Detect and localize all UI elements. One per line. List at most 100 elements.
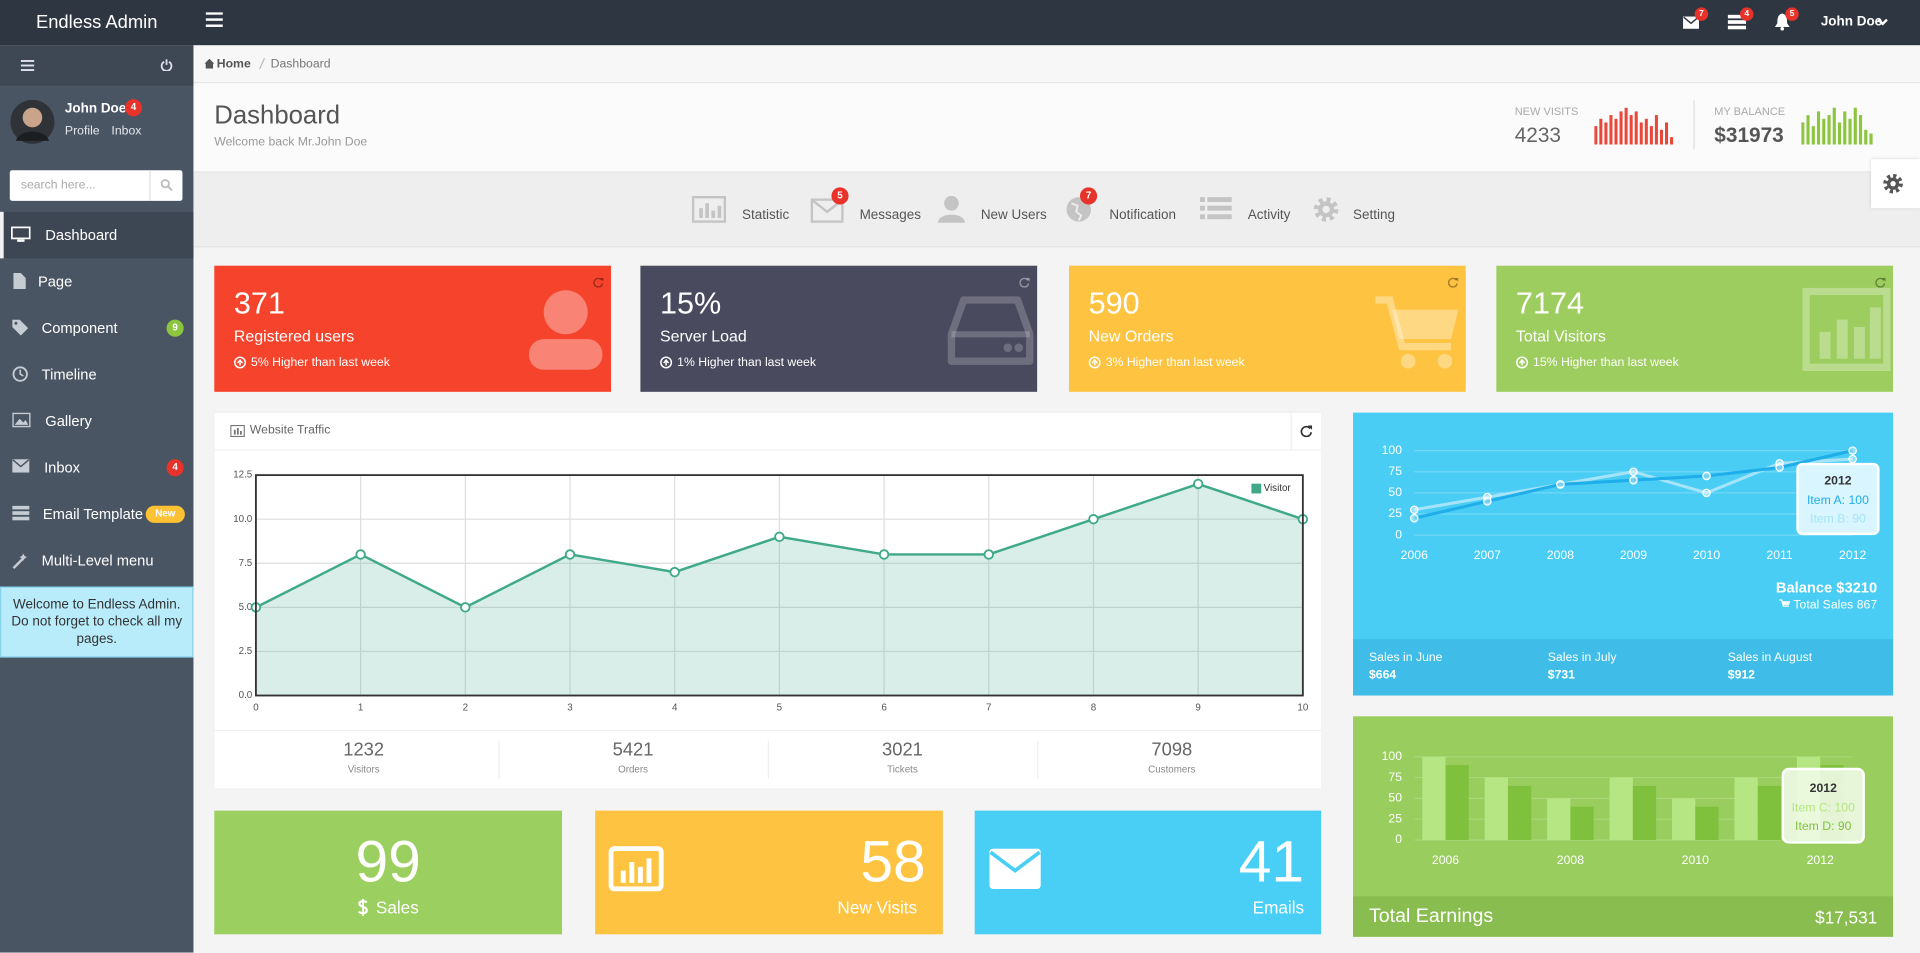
sparkline	[1801, 107, 1873, 145]
bar	[1570, 806, 1594, 840]
inbox-link[interactable]: Inbox	[111, 124, 142, 139]
sparkline-bar	[1816, 111, 1821, 145]
point	[878, 549, 890, 560]
tile-value: 7174	[1515, 286, 1585, 321]
stat-tile: 371 Registered users 5% Higher than last…	[214, 265, 612, 392]
refresh-icon[interactable]	[1875, 277, 1886, 288]
menu-item[interactable]: Dashboard	[0, 211, 194, 259]
breadcrumb-link[interactable]: Home	[216, 57, 251, 72]
panel-divider	[1290, 412, 1292, 450]
point	[1702, 471, 1711, 481]
shortcut-label: Messages	[859, 208, 921, 223]
summary-item: 5421 Orders	[498, 740, 767, 776]
menu-icon	[12, 459, 30, 473]
menu-icon	[12, 412, 31, 428]
search-divider	[149, 170, 151, 201]
sparkline-bar	[1858, 115, 1863, 145]
menu-label: Component	[41, 319, 118, 337]
point	[564, 549, 576, 560]
dollar-icon	[357, 898, 368, 916]
up-icon	[1088, 356, 1101, 369]
caret	[1877, 18, 1888, 26]
refresh-icon[interactable]	[1300, 425, 1313, 438]
search-box[interactable]: search here...	[9, 170, 183, 201]
notification-badge: 5	[1785, 7, 1799, 21]
sparkline-bar	[1644, 118, 1648, 145]
menu-label: Inbox	[44, 459, 81, 477]
user-name: John Doe	[64, 101, 127, 117]
line	[1413, 449, 1853, 520]
mini-label: Sales	[375, 897, 419, 918]
power-icon[interactable]	[160, 59, 173, 72]
topbar: Endless Admin 7 4 5 John Doe	[0, 0, 1920, 46]
tile-value: 15%	[660, 286, 722, 321]
sidebar-toolbar	[0, 45, 194, 86]
summary-label: Visitors	[347, 764, 380, 776]
menu-label: Multi-Level menu	[41, 552, 154, 570]
sparkline-bar	[1649, 126, 1653, 145]
point	[1088, 513, 1099, 525]
menu-icon	[12, 553, 27, 570]
bar	[1547, 798, 1571, 840]
shortcut-label: Statistic	[742, 208, 790, 223]
refresh-icon[interactable]	[1447, 277, 1459, 288]
point	[774, 531, 785, 543]
point	[1702, 488, 1711, 498]
collapse-icon[interactable]	[20, 60, 35, 72]
notification-badge: 4	[1740, 7, 1754, 21]
point	[1410, 513, 1419, 523]
menu-item[interactable]: Email Template New	[0, 491, 193, 538]
tasks-icon[interactable]	[1727, 14, 1747, 30]
y-tick-label: 5.0	[239, 602, 253, 613]
cart-icon	[1778, 599, 1790, 607]
menu-item[interactable]: Timeline	[0, 351, 193, 398]
user-menu[interactable]: John Doe	[1820, 14, 1883, 30]
menu-label: Dashboard	[45, 226, 118, 244]
summary-label: Tickets	[887, 764, 918, 776]
profile-link[interactable]: Profile	[64, 124, 100, 139]
bar	[1484, 777, 1508, 840]
balance-chart: 0 25 50 75 100 2006 2007 2008 2009 2010 2011 2012 20…	[1382, 443, 1880, 562]
refresh-icon[interactable]	[1019, 277, 1030, 288]
shortcut-icon	[1200, 197, 1232, 220]
menu-icon	[11, 226, 31, 242]
refresh-icon[interactable]	[593, 277, 604, 288]
summary-value: 7098	[1151, 739, 1193, 761]
traffic-panel: Website Traffic 0.0 2.5 5.0 7.5 10.0 12.5 0 1 2 3…	[214, 412, 1322, 789]
search-icon[interactable]	[160, 179, 173, 192]
x-tick-label: 2008	[1557, 853, 1584, 867]
menu-badge: 4	[166, 459, 184, 477]
menu-item[interactable]: Gallery	[0, 398, 193, 445]
menu-item[interactable]: Inbox 4	[0, 444, 193, 491]
settings-tab[interactable]	[1871, 159, 1920, 209]
menu-item[interactable]: Multi-Level menu	[0, 538, 193, 585]
brand[interactable]: Endless Admin	[35, 12, 158, 34]
user-badge: 4	[124, 99, 143, 117]
menu-icon	[13, 273, 26, 289]
menu-item[interactable]: Page	[0, 258, 193, 305]
menu-item[interactable]: Component 9	[0, 305, 193, 352]
bar	[1422, 756, 1446, 840]
tile-label: Registered users	[233, 326, 355, 346]
tile-icon	[528, 290, 603, 370]
point	[1410, 505, 1419, 515]
x-tick-label: 2010	[1682, 853, 1709, 867]
avatar[interactable]	[10, 99, 55, 144]
x-tick-label: 4	[672, 702, 678, 713]
point	[1483, 497, 1492, 506]
menu-toggle[interactable]	[205, 12, 223, 28]
summary-item: 3021 Tickets	[768, 740, 1037, 776]
shortcut-label: Activity	[1247, 208, 1291, 223]
tooltip-line: Item C: 100	[1792, 800, 1855, 814]
menu-badge: 9	[166, 319, 184, 337]
tile-note-text: 15% Higher than last week	[1533, 356, 1679, 370]
mail-icon[interactable]	[1682, 16, 1699, 29]
sparkline-bar	[1806, 115, 1810, 145]
x-tick-label: 2008	[1547, 548, 1574, 562]
menu-label: Email Template	[42, 505, 144, 523]
summary-value: 1232	[343, 739, 385, 761]
panel-title: Website Traffic	[249, 423, 331, 438]
sparkline-bar	[1654, 115, 1658, 145]
